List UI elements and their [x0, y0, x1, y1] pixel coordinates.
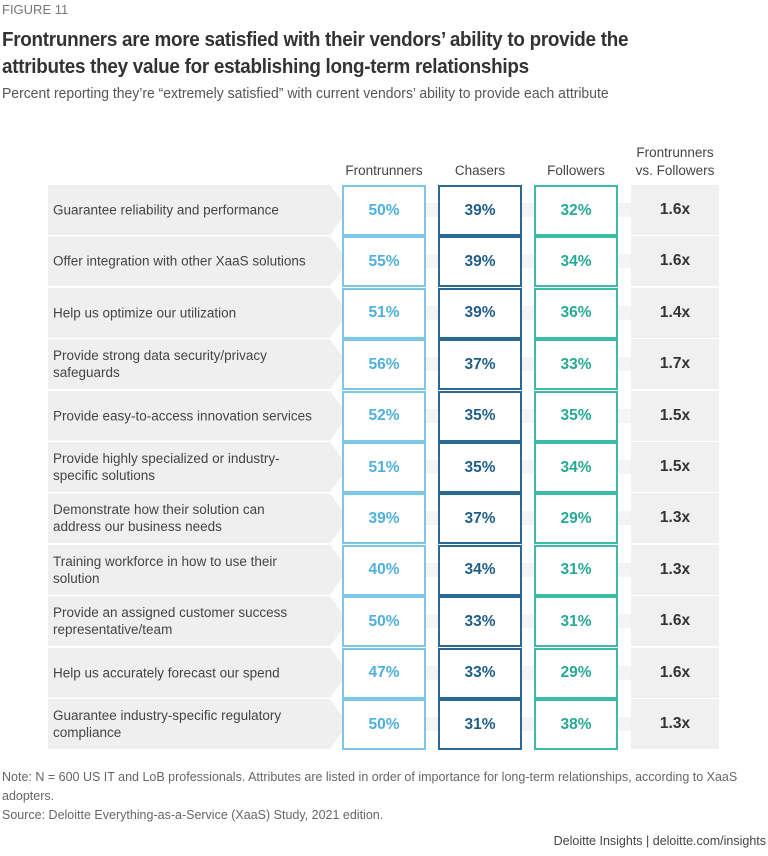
row-label: Help us accurately forecast our spend — [53, 665, 280, 681]
row-label: Provide strong data security/privacy saf… — [53, 348, 267, 381]
ratio-value: 1.6x — [631, 596, 719, 647]
ratio-value: 1.7x — [631, 339, 719, 390]
row-label: Demonstrate how their solution can addre… — [53, 502, 265, 535]
followers-value: 36% — [534, 287, 618, 339]
table-row: Guarantee reliability and performance 50%… — [48, 185, 720, 236]
followers-value: 29% — [534, 493, 618, 545]
chasers-value: 39% — [438, 287, 522, 339]
column-header-ratio: Frontrunners vs. Followers — [620, 144, 730, 180]
table-row: Provide easy-to-access innovation servic… — [48, 390, 720, 442]
row-label-arrow: Help us accurately forecast our spend — [48, 647, 348, 698]
column-header-frontrunners: Frontrunners — [345, 163, 423, 178]
table-row: Provide strong data security/privacy saf… — [48, 339, 720, 391]
row-label-arrow: Provide highly specialized or industry-s… — [48, 442, 348, 492]
row-label: Guarantee industry-specific regulatory c… — [53, 708, 282, 740]
chasers-value: 39% — [438, 185, 522, 236]
frontrunners-value: 50% — [342, 699, 426, 750]
row-label: Provide easy-to-access innovation servic… — [53, 408, 312, 424]
followers-value: 38% — [534, 699, 618, 750]
frontrunners-value: 50% — [342, 596, 426, 648]
ratio-value: 1.3x — [631, 544, 719, 595]
row-label-arrow: Training workforce in how to use their s… — [48, 544, 348, 595]
followers-value: 32% — [534, 185, 618, 236]
ratio-value: 1.3x — [631, 493, 719, 544]
followers-value: 33% — [534, 339, 618, 391]
chasers-value: 35% — [438, 390, 522, 442]
credit: Deloitte Insights | deloitte.com/insight… — [553, 834, 766, 848]
ratio-value: 1.3x — [631, 699, 719, 749]
chasers-value: 34% — [438, 544, 522, 596]
chasers-value: 35% — [438, 442, 522, 493]
row-label-arrow: Provide easy-to-access innovation servic… — [48, 390, 348, 441]
table-row: Help us accurately forecast our spend 47%… — [48, 647, 720, 699]
row-label-arrow: Provide an assigned customer success rep… — [48, 596, 348, 647]
table-row: Guarantee industry-specific regulatory c… — [48, 699, 720, 750]
ratio-value: 1.4x — [631, 287, 719, 338]
row-label: Guarantee reliability and performance — [53, 202, 279, 218]
chasers-value: 37% — [438, 493, 522, 545]
followers-value: 34% — [534, 236, 618, 288]
row-label-arrow: Guarantee industry-specific regulatory c… — [48, 699, 348, 749]
followers-value: 35% — [534, 390, 618, 442]
chart-subtitle: Percent reporting they’re “extremely sat… — [2, 85, 609, 102]
row-label: Training workforce in how to use their s… — [53, 553, 277, 586]
column-header-ratio-line1: Frontrunners — [636, 145, 714, 160]
row-label-arrow: Guarantee reliability and performance — [48, 185, 348, 235]
ratio-value: 1.6x — [631, 185, 719, 235]
chart-title: Frontrunners are more satisfied with the… — [2, 28, 629, 78]
chasers-value: 31% — [438, 699, 522, 750]
note-text: Note: N = 600 US IT and LoB professional… — [2, 770, 738, 803]
chasers-value: 39% — [438, 236, 522, 288]
followers-value: 34% — [534, 442, 618, 493]
followers-value: 29% — [534, 647, 618, 699]
table-row: Training workforce in how to use their s… — [48, 544, 720, 596]
ratio-value: 1.6x — [631, 236, 719, 287]
row-label-arrow: Help us optimize our utilization — [48, 287, 348, 338]
frontrunners-value: 56% — [342, 339, 426, 391]
column-header-chasers: Chasers — [454, 163, 506, 178]
row-label-arrow: Provide strong data security/privacy saf… — [48, 339, 348, 390]
frontrunners-value: 52% — [342, 390, 426, 442]
frontrunners-value: 51% — [342, 442, 426, 493]
table-row: Offer integration with other XaaS soluti… — [48, 236, 720, 288]
followers-value: 31% — [534, 596, 618, 648]
frontrunners-value: 47% — [342, 647, 426, 699]
table-row: Help us optimize our utilization 51% 39% 36… — [48, 287, 720, 339]
chasers-value: 33% — [438, 596, 522, 648]
row-label-arrow: Demonstrate how their solution can addre… — [48, 493, 348, 544]
table-row: Demonstrate how their solution can addre… — [48, 493, 720, 545]
table-row: Provide an assigned customer success rep… — [48, 596, 720, 648]
frontrunners-value: 50% — [342, 185, 426, 236]
ratio-value: 1.5x — [631, 390, 719, 441]
chasers-value: 33% — [438, 647, 522, 699]
column-header-ratio-line2: vs. Followers — [635, 163, 715, 178]
table-row: Provide highly specialized or industry-s… — [48, 442, 720, 493]
row-label: Offer integration with other XaaS soluti… — [53, 253, 306, 269]
footnote: Note: N = 600 US IT and LoB professional… — [2, 768, 768, 825]
figure-label: FIGURE 11 — [2, 2, 69, 17]
ratio-value: 1.6x — [631, 647, 719, 698]
frontrunners-value: 40% — [342, 544, 426, 596]
followers-value: 31% — [534, 544, 618, 596]
row-label: Provide highly specialized or industry-s… — [53, 451, 280, 483]
frontrunners-value: 39% — [342, 493, 426, 545]
ratio-value: 1.5x — [631, 442, 719, 492]
row-label-arrow: Offer integration with other XaaS soluti… — [48, 236, 348, 287]
column-header-followers: Followers — [547, 163, 605, 178]
frontrunners-value: 55% — [342, 236, 426, 288]
frontrunners-value: 51% — [342, 287, 426, 339]
row-label: Provide an assigned customer success rep… — [53, 605, 288, 638]
chasers-value: 37% — [438, 339, 522, 391]
source-text: Source: Deloitte Everything-as-a-Service… — [2, 808, 384, 822]
row-label: Help us optimize our utilization — [53, 305, 237, 321]
